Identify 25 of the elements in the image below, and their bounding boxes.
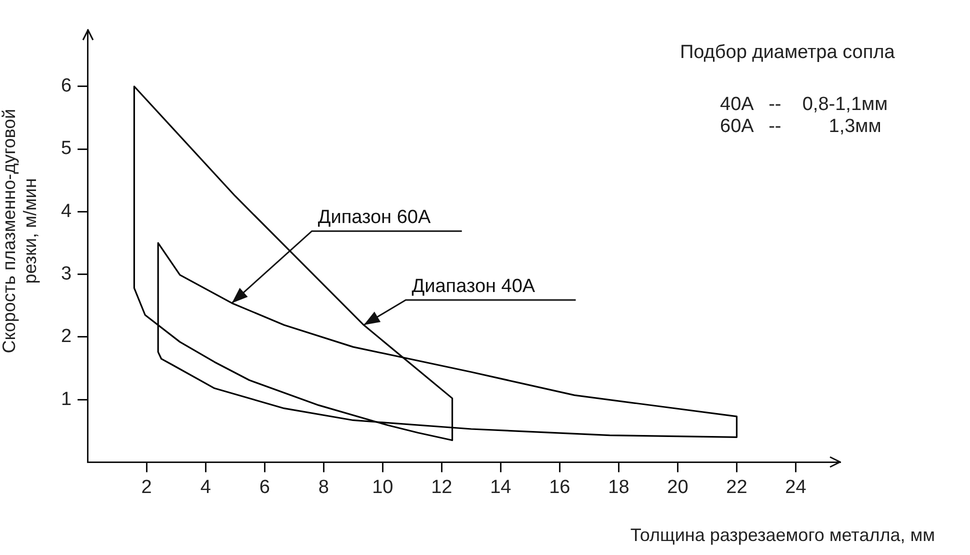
x-tick-label: 10 [372, 476, 394, 498]
x-tick-label: 14 [490, 476, 512, 498]
x-tick-label: 8 [318, 476, 329, 498]
x-tick-label: 12 [431, 476, 452, 498]
y-tick-label: 1 [60, 388, 72, 410]
annotation: Подбор диаметра сопла [680, 42, 895, 64]
x-tick-label: 24 [785, 476, 807, 498]
x-tick-label: 6 [259, 476, 270, 498]
y-tick-label: 3 [60, 264, 72, 285]
y-tick-label: 4 [60, 200, 72, 222]
y-tick-label: 5 [60, 138, 72, 160]
y-tick-label: 2 [60, 326, 72, 348]
x-tick-label: 20 [667, 476, 688, 498]
x-axis-title: Толщина разрезаемого металла, мм [630, 525, 935, 546]
x-tick-label: 18 [608, 476, 630, 498]
x-tick-label: 2 [141, 476, 152, 498]
y-axis-title: Скорость плазменно-дуговой резки, м/мин [0, 108, 41, 356]
x-tick-label: 4 [200, 476, 212, 498]
annotation: 40A -- 0,8-1,1мм [720, 94, 889, 116]
y-tick-label: 6 [60, 76, 72, 97]
x-tick-label: 22 [726, 476, 748, 498]
annotation: 60A -- 1,3мм [720, 116, 882, 138]
x-tick-label: 16 [549, 476, 570, 498]
annotation: Дипазон 60A [318, 206, 431, 228]
annotation: Диапазон 40A [412, 276, 536, 297]
